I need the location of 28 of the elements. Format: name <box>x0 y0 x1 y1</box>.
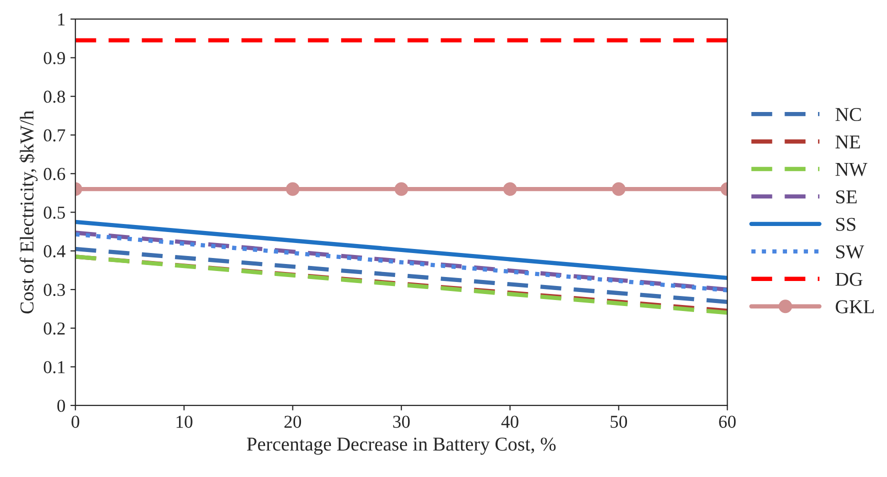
x-tick-label: 0 <box>72 416 80 428</box>
legend-label: NE <box>836 136 860 148</box>
x-tick-label: 10 <box>176 416 192 428</box>
legend-label: NC <box>836 108 861 122</box>
y-tick-label: 0.2 <box>44 322 65 335</box>
y-tick-label: 0.8 <box>44 90 65 103</box>
y-tick-label: 0 <box>57 400 65 412</box>
legend-label: SE <box>836 190 857 204</box>
legend-label: GKL <box>836 300 874 314</box>
y-tick-label: 0.3 <box>44 284 65 296</box>
y-tick-label: 0.6 <box>44 168 66 180</box>
x-axis-title: Percentage Decrease in Battery Cost, % <box>246 438 556 455</box>
y-tick-label: 0.7 <box>44 129 66 142</box>
legend-label: SS <box>836 218 856 231</box>
y-tick-label: 0.5 <box>44 206 65 219</box>
y-tick-label: 1 <box>58 13 65 26</box>
legend-label: DG <box>836 272 862 286</box>
y-tick-label: 0.1 <box>44 361 65 374</box>
x-tick-label: 50 <box>610 416 628 428</box>
legend-label: NW <box>836 163 868 176</box>
y-tick-label: 0.9 <box>44 52 65 64</box>
y-axis-title: Cost of Electricity, $kW/h <box>19 110 38 314</box>
x-tick-label: 60 <box>719 416 736 428</box>
x-tick-label: 30 <box>393 416 410 428</box>
legend-label: SW <box>836 245 864 259</box>
x-tick-label: 20 <box>284 416 302 428</box>
y-tick-label: 0.4 <box>44 245 66 258</box>
x-tick-label: 40 <box>501 416 518 428</box>
